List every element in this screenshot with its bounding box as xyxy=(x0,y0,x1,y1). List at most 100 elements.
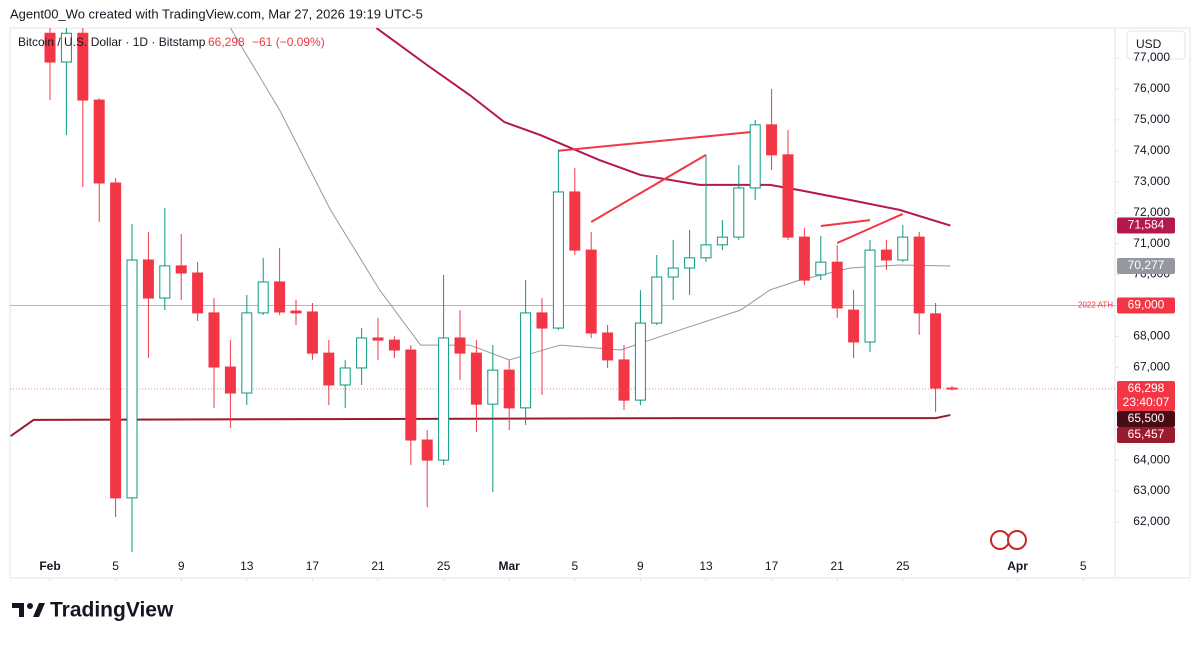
candle-body xyxy=(848,309,860,343)
y-tick-label: 74,000 xyxy=(1133,143,1170,157)
x-tick-label: Apr xyxy=(1007,559,1028,573)
candle-body xyxy=(766,124,778,156)
x-tick-label: 21 xyxy=(831,559,845,573)
credit: Agent00_Wo created with TradingView.com,… xyxy=(10,6,423,21)
candle-body xyxy=(224,366,236,394)
currency[interactable]: USD xyxy=(1136,37,1162,51)
event-icons xyxy=(990,530,1027,550)
x-tick-label: 25 xyxy=(437,559,451,573)
candle-body xyxy=(438,337,450,461)
plot xyxy=(10,28,1115,553)
x-tick-label: 17 xyxy=(765,559,779,573)
candle-body xyxy=(257,281,269,314)
x-tick-label: Feb xyxy=(39,559,60,573)
currency-button[interactable] xyxy=(1126,30,1186,60)
candle-body xyxy=(323,352,335,386)
candle-body xyxy=(815,261,827,276)
candle-body xyxy=(388,339,400,351)
line-series xyxy=(836,212,904,244)
price-label-bg xyxy=(1117,427,1175,444)
candle-body xyxy=(372,337,384,341)
price-label: 69,000 xyxy=(1128,298,1165,312)
candle-body xyxy=(487,369,499,405)
x-tick-label: 13 xyxy=(240,559,254,573)
candle-body xyxy=(733,187,745,238)
last-price: 66,298 xyxy=(208,35,245,49)
y-tick-label: 67,000 xyxy=(1133,360,1170,374)
candle-body xyxy=(749,124,761,189)
candle-body xyxy=(405,349,417,441)
line-series xyxy=(10,414,951,437)
candle-body xyxy=(421,439,433,461)
price-label-bg xyxy=(1117,257,1175,274)
candle-body xyxy=(864,249,876,343)
candle-body xyxy=(897,236,909,261)
candle-body xyxy=(241,312,253,394)
candle-body xyxy=(585,249,597,334)
symbol: Bitcoin / U.S. Dollar · 1D · Bitstamp xyxy=(18,35,206,49)
y-tick-label: 72,000 xyxy=(1133,205,1170,219)
price-label-bg xyxy=(1117,411,1175,428)
x-tick-label: 9 xyxy=(178,559,185,573)
line-series xyxy=(820,219,871,227)
y-tick-label: 64,000 xyxy=(1133,452,1170,466)
candle-body xyxy=(782,154,794,238)
candle-body xyxy=(208,312,220,368)
y-tick-label: 77,000 xyxy=(1133,50,1170,64)
x-tick-label: 5 xyxy=(571,559,578,573)
x-tick-label: 5 xyxy=(1080,559,1087,573)
candle-body xyxy=(60,32,72,63)
candle-body xyxy=(684,257,696,269)
candle-body xyxy=(634,322,646,401)
candle-body xyxy=(306,311,318,354)
candle-body xyxy=(470,352,482,405)
frame xyxy=(9,27,1191,579)
y-tick-label: 75,000 xyxy=(1133,112,1170,126)
candle-body xyxy=(192,272,204,314)
candle-body xyxy=(716,236,728,246)
candle-body xyxy=(274,281,286,313)
candle-body xyxy=(290,310,302,314)
price-label-bg xyxy=(1117,297,1175,314)
line-series xyxy=(375,28,951,227)
x-tick-label: 25 xyxy=(896,559,910,573)
y-tick-label: 63,000 xyxy=(1133,483,1170,497)
candle-body xyxy=(520,312,532,409)
candle-body xyxy=(454,337,466,354)
price-label: 66,298 xyxy=(1128,381,1165,395)
price-label: 65,457 xyxy=(1128,427,1165,441)
candle-body xyxy=(503,369,515,409)
price-label: 70,277 xyxy=(1128,258,1165,272)
y-tick-label: 68,000 xyxy=(1133,329,1170,343)
candle-body xyxy=(159,265,171,299)
price-label-bg xyxy=(1117,217,1175,234)
candle-body xyxy=(618,359,630,401)
candle-body xyxy=(552,191,564,329)
candle-body xyxy=(700,244,712,259)
candle-body xyxy=(126,259,138,499)
brand: TradingView xyxy=(50,599,174,622)
candle-body xyxy=(93,99,105,184)
x-tick-label: 9 xyxy=(637,559,644,573)
line-series xyxy=(558,130,756,152)
line-series xyxy=(590,153,707,223)
price-line-note: 2022 ATH xyxy=(1078,301,1113,310)
price-label: 71,584 xyxy=(1128,218,1165,232)
x-tick-label: 13 xyxy=(699,559,713,573)
candle-body xyxy=(142,259,154,299)
candle-body xyxy=(569,191,581,251)
candle-body xyxy=(339,367,351,386)
y-tick-label: 71,000 xyxy=(1133,236,1170,250)
candle-body xyxy=(798,236,810,281)
y-tick-label: 73,000 xyxy=(1133,174,1170,188)
candle-body xyxy=(77,32,89,101)
brand-logo xyxy=(12,603,45,617)
candle-body xyxy=(356,337,368,369)
candle-body xyxy=(602,332,614,361)
candle-body xyxy=(946,387,958,390)
candle-body xyxy=(536,312,548,329)
candle-body xyxy=(44,32,56,63)
candle-body xyxy=(651,276,663,324)
